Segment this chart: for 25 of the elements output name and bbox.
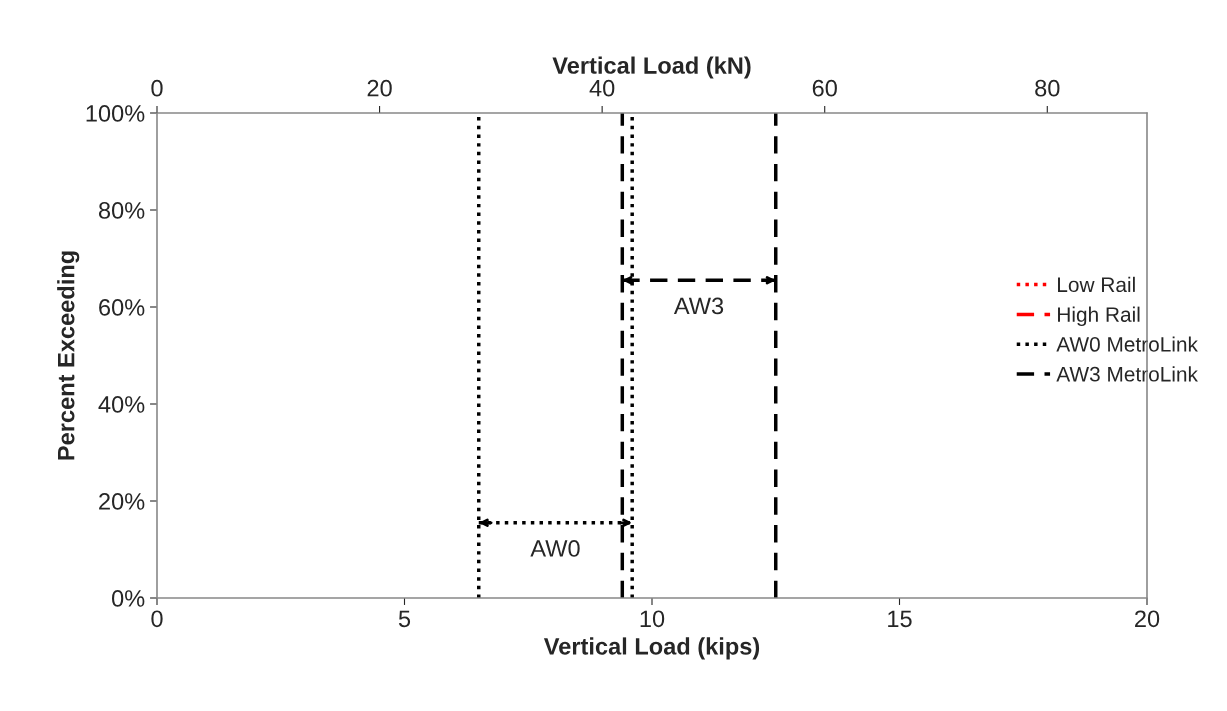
y-tick-label: 100%: [86, 105, 145, 122]
annotation: AW3: [673, 297, 724, 315]
x2-axis-title: Vertical Load (kN): [552, 56, 751, 79]
legend-label: AW3 MetroLink: [1056, 366, 1198, 382]
y-tick-label: 20%: [99, 493, 145, 510]
legend-label: High Rail: [1058, 306, 1140, 327]
x-axis-title: Vertical Load (kips): [543, 637, 760, 660]
x-tick-label: 0: [151, 610, 163, 628]
y-tick-label: 0%: [111, 590, 145, 607]
y-tick-label: 60%: [99, 299, 145, 316]
x-tick-label: 15: [888, 610, 912, 628]
x2-tick-label: 0: [151, 79, 163, 97]
y-tick-label: 80%: [98, 202, 145, 219]
legend-label: Low Rail: [1058, 276, 1135, 293]
x2-tick-label: 40: [589, 79, 615, 97]
x2-tick-label: 60: [812, 79, 837, 97]
x-tick-label: 5: [398, 610, 411, 628]
x-tick-label: 10: [640, 610, 665, 628]
y-tick-label: 40%: [98, 396, 145, 413]
x2-tick-label: 20: [367, 79, 392, 97]
x2-tick-label: 80: [1035, 79, 1060, 97]
x-tick-label: 20: [1135, 610, 1160, 628]
legend-label: AW0 MetroLink: [1056, 336, 1198, 352]
y-axis-title: Percent Exceeding: [57, 251, 80, 460]
annotation: AW0: [530, 540, 580, 557]
